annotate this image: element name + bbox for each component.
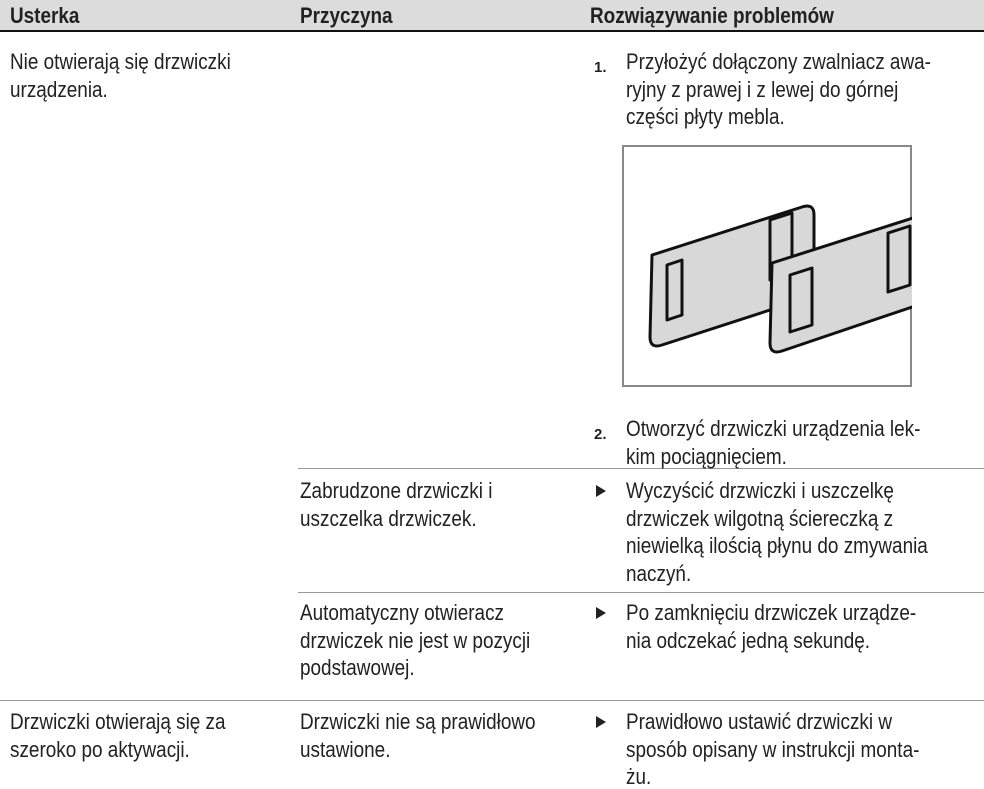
remedy-text: sposób opisany w instrukcji monta- — [626, 736, 920, 762]
remedy-text: drzwiczek wilgotną ściereczką z — [626, 505, 894, 531]
release-tool-illustration — [622, 145, 912, 387]
row-separator — [0, 700, 984, 701]
header-rule — [0, 30, 984, 32]
step-number: 1. — [594, 59, 607, 76]
remedy-text: niewielką ilością płynu do zmywania — [626, 533, 928, 558]
remedy-text: części płyty mebla. — [626, 104, 785, 129]
fault-text: szeroko po aktywacji. — [10, 736, 190, 762]
remedy-text: ryjny z prawej i z lewej do górnej — [626, 76, 899, 102]
cause-text: Automatyczny otwieracz — [300, 600, 504, 625]
cause-text: podstawowej. — [300, 655, 415, 680]
bullet — [596, 607, 606, 619]
column-header: Rozwiązywanie problemów — [590, 3, 834, 28]
fault-text: Nie otwierają się drzwiczki — [10, 49, 231, 74]
remedy-text: Prawidłowo ustawić drzwiczki w — [626, 709, 893, 734]
bullet — [596, 716, 606, 728]
remedy-text: Przyłożyć dołączony zwalniacz awa- — [626, 49, 931, 74]
cause-text: Zabrudzone drzwiczki i — [300, 478, 493, 503]
column-header: Przyczyna — [300, 3, 393, 28]
remedy-text: żu. — [626, 764, 652, 789]
cause-text: uszczelka drzwiczek. — [300, 505, 477, 531]
column-header: Usterka — [10, 3, 80, 28]
remedy-text: nia odczekać jedną sekundę. — [626, 627, 871, 653]
remedy-text: Wyczyścić drzwiczki i uszczelkę — [626, 478, 894, 503]
remedy-text: naczyń. — [626, 560, 692, 586]
remedy-text: Otworzyć drzwiczki urządzenia lek- — [626, 416, 921, 441]
row-separator — [298, 468, 984, 469]
remedy-text: Po zamknięciu drzwiczek urządze- — [626, 600, 917, 625]
row-separator — [298, 592, 984, 593]
cause-text: drzwiczek nie jest w pozycji — [300, 627, 531, 653]
cause-text: ustawione. — [300, 736, 391, 762]
bullet — [596, 485, 606, 497]
header-band — [0, 0, 984, 30]
remedy-text: kim pociągnięciem. — [626, 443, 787, 469]
fault-text: Drzwiczki otwierają się za — [10, 709, 226, 734]
fault-text: urządzenia. — [10, 76, 108, 102]
cause-text: Drzwiczki nie są prawidłowo — [300, 709, 536, 734]
step-number: 2. — [594, 426, 607, 443]
